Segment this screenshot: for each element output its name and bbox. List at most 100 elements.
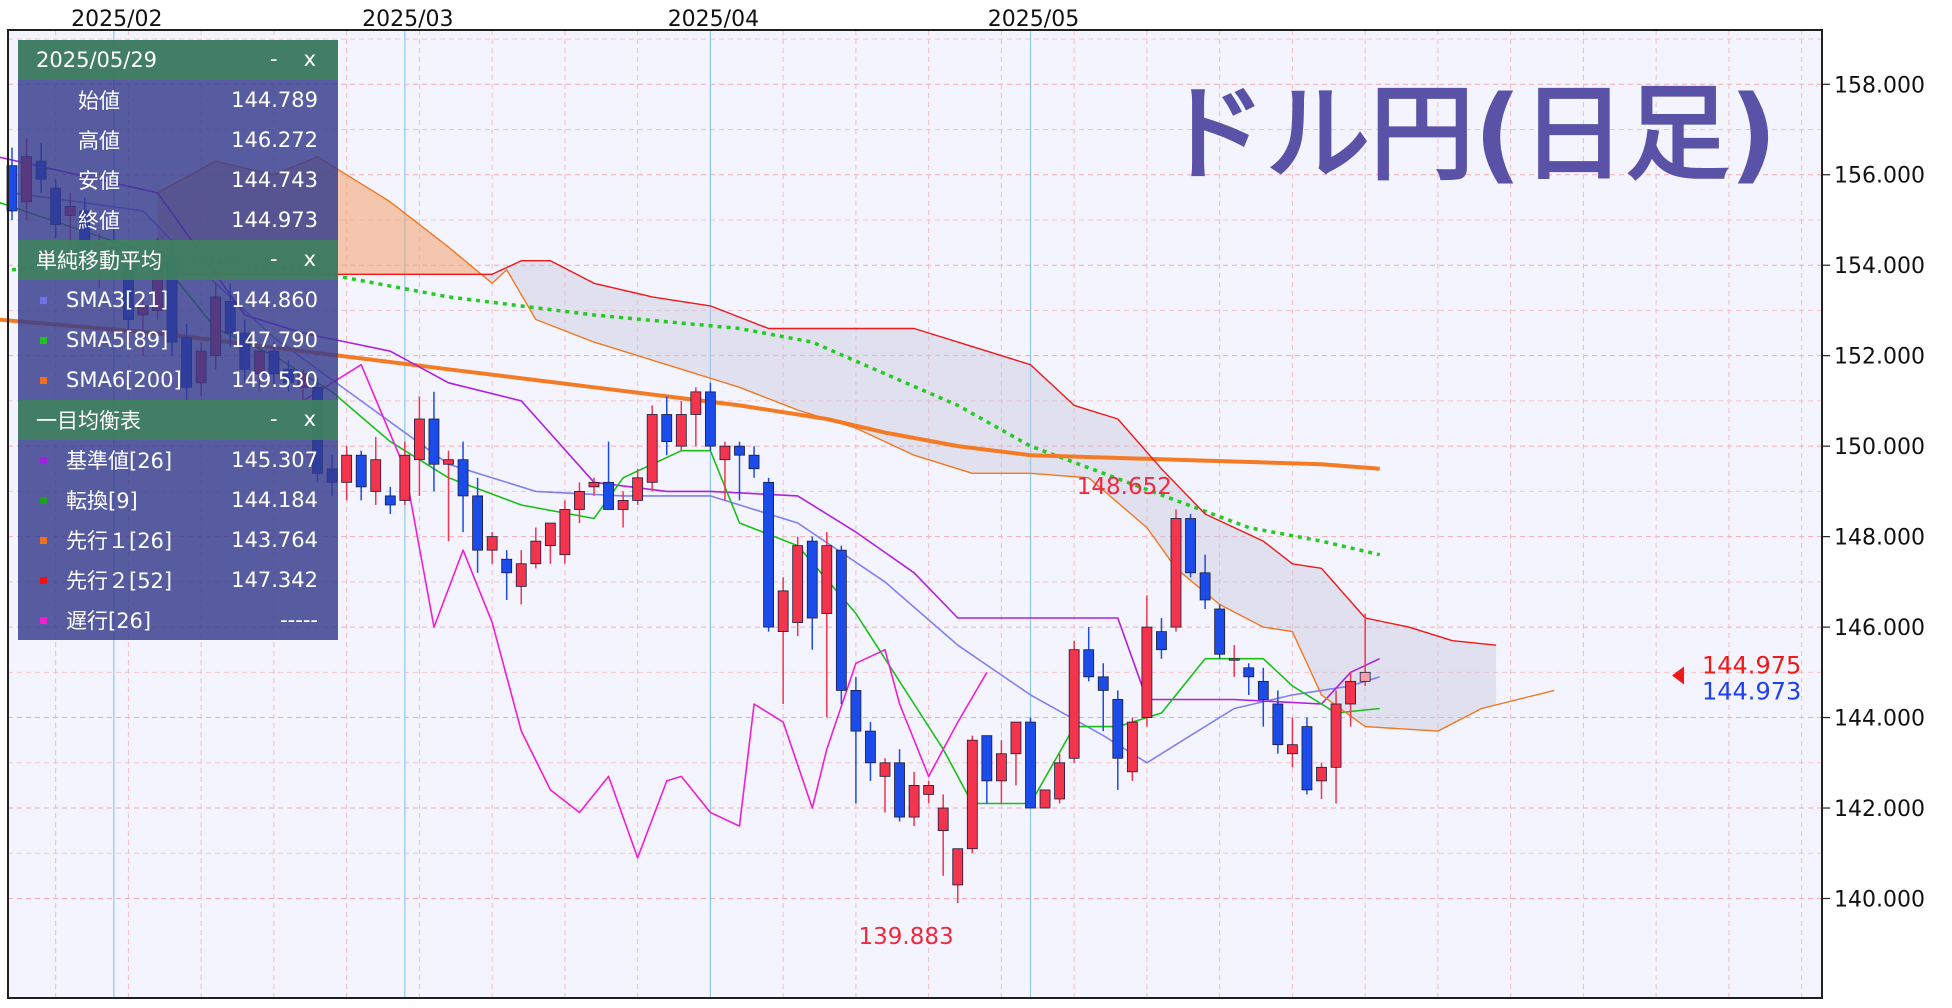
candle-body [748,454,760,470]
candle-body [544,522,556,547]
candle-down [1214,604,1226,659]
y-tick-label: 156.000 [1834,164,1925,189]
candle-down [835,545,847,704]
color-swatch [40,617,47,624]
close-button[interactable]: x [303,247,316,271]
candle-body [1287,744,1298,755]
candle-body [501,558,513,574]
candle-down [806,536,818,650]
candle-down [355,450,367,501]
indicator-value: 149.530 [231,368,318,392]
ichimoku-row: 遅行[26] ----- [18,600,338,640]
y-tick-label: 152.000 [1834,345,1925,370]
candle-body [1141,626,1153,718]
close-button[interactable]: x [303,47,316,71]
candle-up [399,441,411,505]
candle-body [515,563,527,587]
candle-down [850,676,862,804]
candle-body [1054,762,1065,800]
candle-body [588,481,600,488]
candle-body [719,445,731,461]
candle-up [1359,613,1371,686]
close-button[interactable]: x [303,407,316,431]
candle-body [661,414,673,443]
ohlc-label: 終値 [78,209,120,233]
y-tick-label: 142.000 [1834,797,1925,822]
candle-body [850,690,862,732]
candle-up [559,500,571,564]
candle-up [908,771,920,827]
indicator-label: 基準値[26] [66,449,173,473]
minimize-button[interactable]: - [269,47,278,71]
candle-down [384,486,396,514]
ohlc-row-close: 終値 144.973 [18,200,338,240]
color-swatch [40,457,47,464]
candle-up [1228,645,1240,677]
indicator-value: 145.307 [231,448,318,472]
candle-down [1185,514,1196,578]
candle-up [675,400,687,451]
y-tick-label: 146.000 [1834,616,1925,641]
candle-down [1199,554,1211,609]
candle-up [544,522,556,564]
candle-down [501,550,513,600]
ichimoku-row: 転換[9] 144.184 [18,480,338,520]
line-senkou1 [157,156,1555,732]
candle-body [1112,699,1124,759]
y-tick-label: 144.000 [1834,707,1925,732]
candle-up [923,780,935,804]
ichimoku-row: 先行１[26] 143.764 [18,520,338,560]
candle-body [413,418,425,461]
candle-up [617,491,629,528]
ohlc-label: 高値 [78,129,120,153]
candle-up [632,468,644,505]
color-swatch [40,297,47,304]
color-swatch [40,337,47,344]
candle-body [1316,766,1327,782]
candle-up [719,441,731,501]
candle-body [1359,671,1371,682]
candle-up [952,848,964,904]
ichimoku-row: 先行２[52] 147.342 [18,560,338,600]
candle-down [1243,663,1255,695]
candle-body [472,495,484,551]
candle-up [1039,789,1051,809]
candle-body [530,540,542,565]
ohlc-label: 安値 [78,169,120,193]
legend-panel[interactable]: 2025/05/29 - x 始値 144.789 高値 146.272 安値 … [18,40,338,640]
candle-body [792,545,804,623]
candle-up [996,740,1007,804]
color-swatch [40,577,47,584]
candle-body [675,414,687,447]
candle-down [1025,717,1036,809]
chart-title: ドル円(日足) [1162,73,1777,195]
candle-body [1272,703,1284,746]
indicator-label: SMA6[200] [66,368,182,392]
candle-body [559,509,571,556]
candle-up [515,550,527,605]
candle-down [457,441,469,533]
x-month-label: 2025/02 [71,7,162,32]
y-tick-label: 158.000 [1834,73,1925,98]
candle-down [1156,618,1167,659]
candle-up [646,405,658,492]
line-senkou2 [157,260,1497,646]
ichimoku-section-title: 一目均衡表 [36,409,141,433]
candle-up [341,446,353,501]
candle-body [1156,631,1167,651]
minimize-button[interactable]: - [269,247,278,271]
last-price-marker [1672,666,1684,685]
candle-body [908,785,920,818]
indicator-label: 先行２[52] [66,569,173,593]
candle-down [734,441,745,501]
minimize-button[interactable]: - [269,407,278,431]
candle-up [1287,717,1298,768]
candle-down [1301,717,1313,795]
candle-body [763,481,774,628]
legend-date: 2025/05/29 [36,48,158,72]
x-month-label: 2025/03 [362,7,453,32]
candle-up [443,450,454,542]
candle-down [661,396,673,456]
candle-up [1316,762,1327,799]
